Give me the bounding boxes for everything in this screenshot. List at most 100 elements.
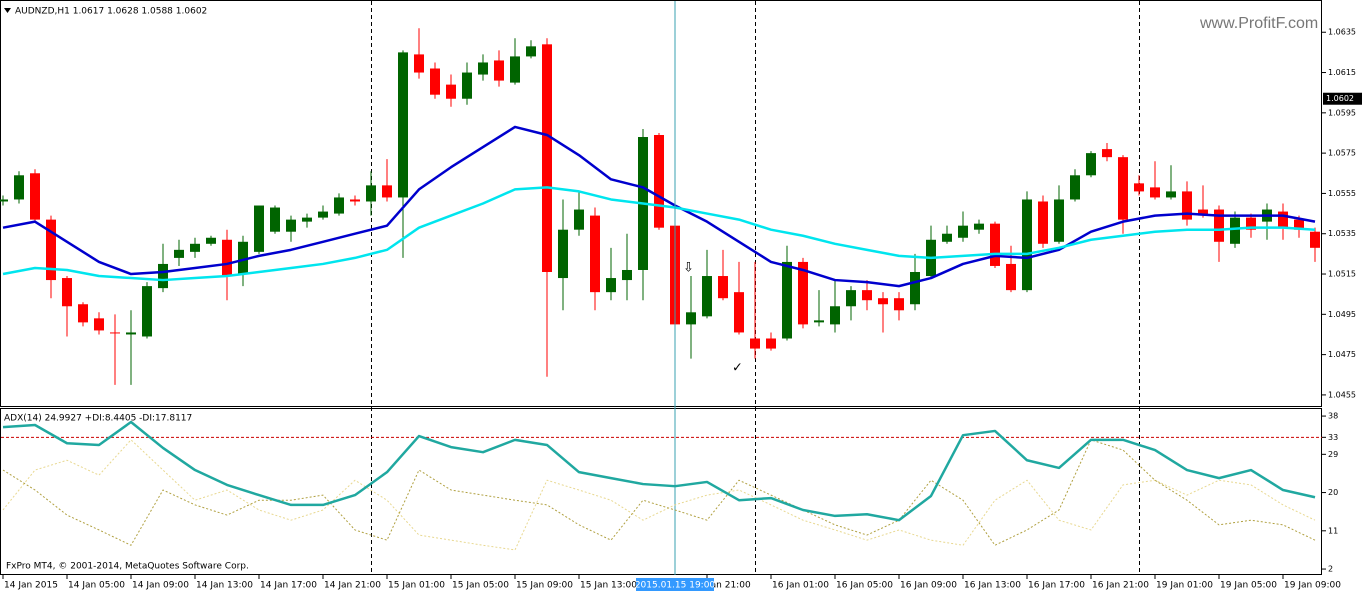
y-tick-label: 1.0575 [1328, 149, 1356, 158]
candle-body [766, 338, 776, 349]
candle-body [558, 229, 568, 279]
y-tick-label: 1.0635 [1328, 28, 1356, 37]
y-tick-label: 33 [1328, 433, 1338, 442]
candle-body [702, 276, 712, 317]
x-tick-label: 15 Jan 09:00 [516, 581, 573, 591]
candle-body [990, 223, 1000, 266]
candle-body [1118, 157, 1128, 220]
candle-body [94, 318, 104, 331]
indicator-line [2, 439, 1316, 546]
candle-body [1150, 187, 1160, 198]
candle-body [1294, 219, 1304, 230]
candle-body [1070, 175, 1080, 200]
candle-body [1054, 199, 1064, 242]
candle-body [1278, 211, 1288, 228]
candle-body [334, 197, 344, 214]
indicator-line [2, 186, 1316, 282]
candle-body [750, 338, 760, 349]
candle-body [782, 261, 792, 339]
candle-body [382, 185, 392, 198]
candle-body [1166, 191, 1176, 198]
indicator-line [2, 125, 1316, 288]
indicator-line [2, 420, 1316, 522]
candle-body [1022, 199, 1032, 291]
candle-body [894, 298, 904, 311]
candle-body [174, 249, 184, 258]
candle-body [1038, 201, 1048, 244]
watermark: www.ProfitF.com [1199, 15, 1318, 32]
candle-body [206, 237, 216, 244]
candle-body [430, 68, 440, 95]
y-tick-label: 1.0475 [1328, 350, 1356, 359]
last-price-label: 1.0602 [1326, 94, 1354, 103]
x-tick-label: 14 Jan 13:00 [196, 581, 253, 591]
candle-body [222, 239, 232, 277]
x-tick-label: 16 Jan 17:00 [1028, 581, 1085, 591]
adx-panel [0, 408, 1322, 575]
x-tick-label: 14 Jan 21:00 [324, 581, 381, 591]
candle-body [46, 219, 56, 281]
candle-body [0, 199, 8, 202]
x-tick-label: 15 Jan 05:00 [452, 581, 509, 591]
candle-body [414, 54, 424, 73]
candle-body [798, 261, 808, 325]
candle-body [606, 278, 616, 293]
candle-body [1006, 263, 1016, 291]
candle-body [1086, 153, 1096, 176]
candle-body [462, 72, 472, 99]
x-tick-label: 14 Jan 2015 [4, 581, 58, 591]
candle-body [286, 219, 296, 232]
price-title: AUDNZD,H1 1.0617 1.0628 1.0588 1.0602 [15, 7, 207, 17]
y-tick-label: 1.0515 [1328, 270, 1356, 279]
y-tick-label: 29 [1328, 450, 1338, 459]
candle-body [542, 44, 552, 273]
candle-body [974, 223, 984, 230]
candle-body [78, 304, 88, 323]
y-tick-label: 1.0455 [1328, 390, 1356, 399]
cursor-label-box [636, 578, 714, 591]
last-price-box [1323, 92, 1362, 105]
price-panel [0, 0, 1322, 407]
candle-body [142, 286, 152, 337]
candle-body [62, 278, 72, 307]
x-tick-label: 16 Jan 01:00 [772, 581, 829, 591]
candle-body [270, 207, 280, 232]
candle-body [958, 225, 968, 238]
candle-body [1214, 209, 1224, 242]
candle-body [1102, 149, 1112, 158]
candle-body [1246, 217, 1256, 230]
x-tick-label: 14 Jan 17:00 [260, 581, 317, 591]
x-tick-label: 19 Jan 01:00 [1156, 581, 1213, 591]
x-tick-label: 15 Jan 13:00 [580, 581, 637, 591]
candle-body [1198, 209, 1208, 216]
y-tick-label: 1.0555 [1328, 189, 1356, 198]
candle-body [830, 306, 840, 325]
y-tick-label: 20 [1328, 488, 1338, 497]
candle-body [302, 217, 312, 222]
x-tick-label: 16 Jan 05:00 [836, 581, 893, 591]
candle-body [398, 52, 408, 198]
check-icon: ✓ [732, 361, 743, 376]
candle-body [126, 332, 136, 335]
candle-body [1134, 183, 1144, 192]
candle-body [846, 290, 856, 307]
candle-body [526, 46, 536, 57]
y-tick-label: 11 [1328, 526, 1338, 535]
candle-body [110, 332, 120, 334]
arrow-icon: ⇩ [683, 261, 694, 276]
y-tick-label: 1.0615 [1328, 68, 1356, 77]
x-tick-label: 15 Jan 01:00 [388, 581, 445, 591]
candle-body [14, 175, 24, 200]
candle-body [718, 276, 728, 299]
candle-body [494, 60, 504, 81]
candle-body [366, 185, 376, 202]
x-tick-label: 16 Jan 09:00 [900, 581, 957, 591]
candle-body [238, 241, 248, 275]
footer: FxPro MT4, © 2001-2014, MetaQuotes Softw… [6, 562, 249, 572]
candle-body [910, 272, 920, 305]
candle-body [318, 211, 328, 218]
candle-body [158, 263, 168, 289]
candle-body [446, 84, 456, 99]
